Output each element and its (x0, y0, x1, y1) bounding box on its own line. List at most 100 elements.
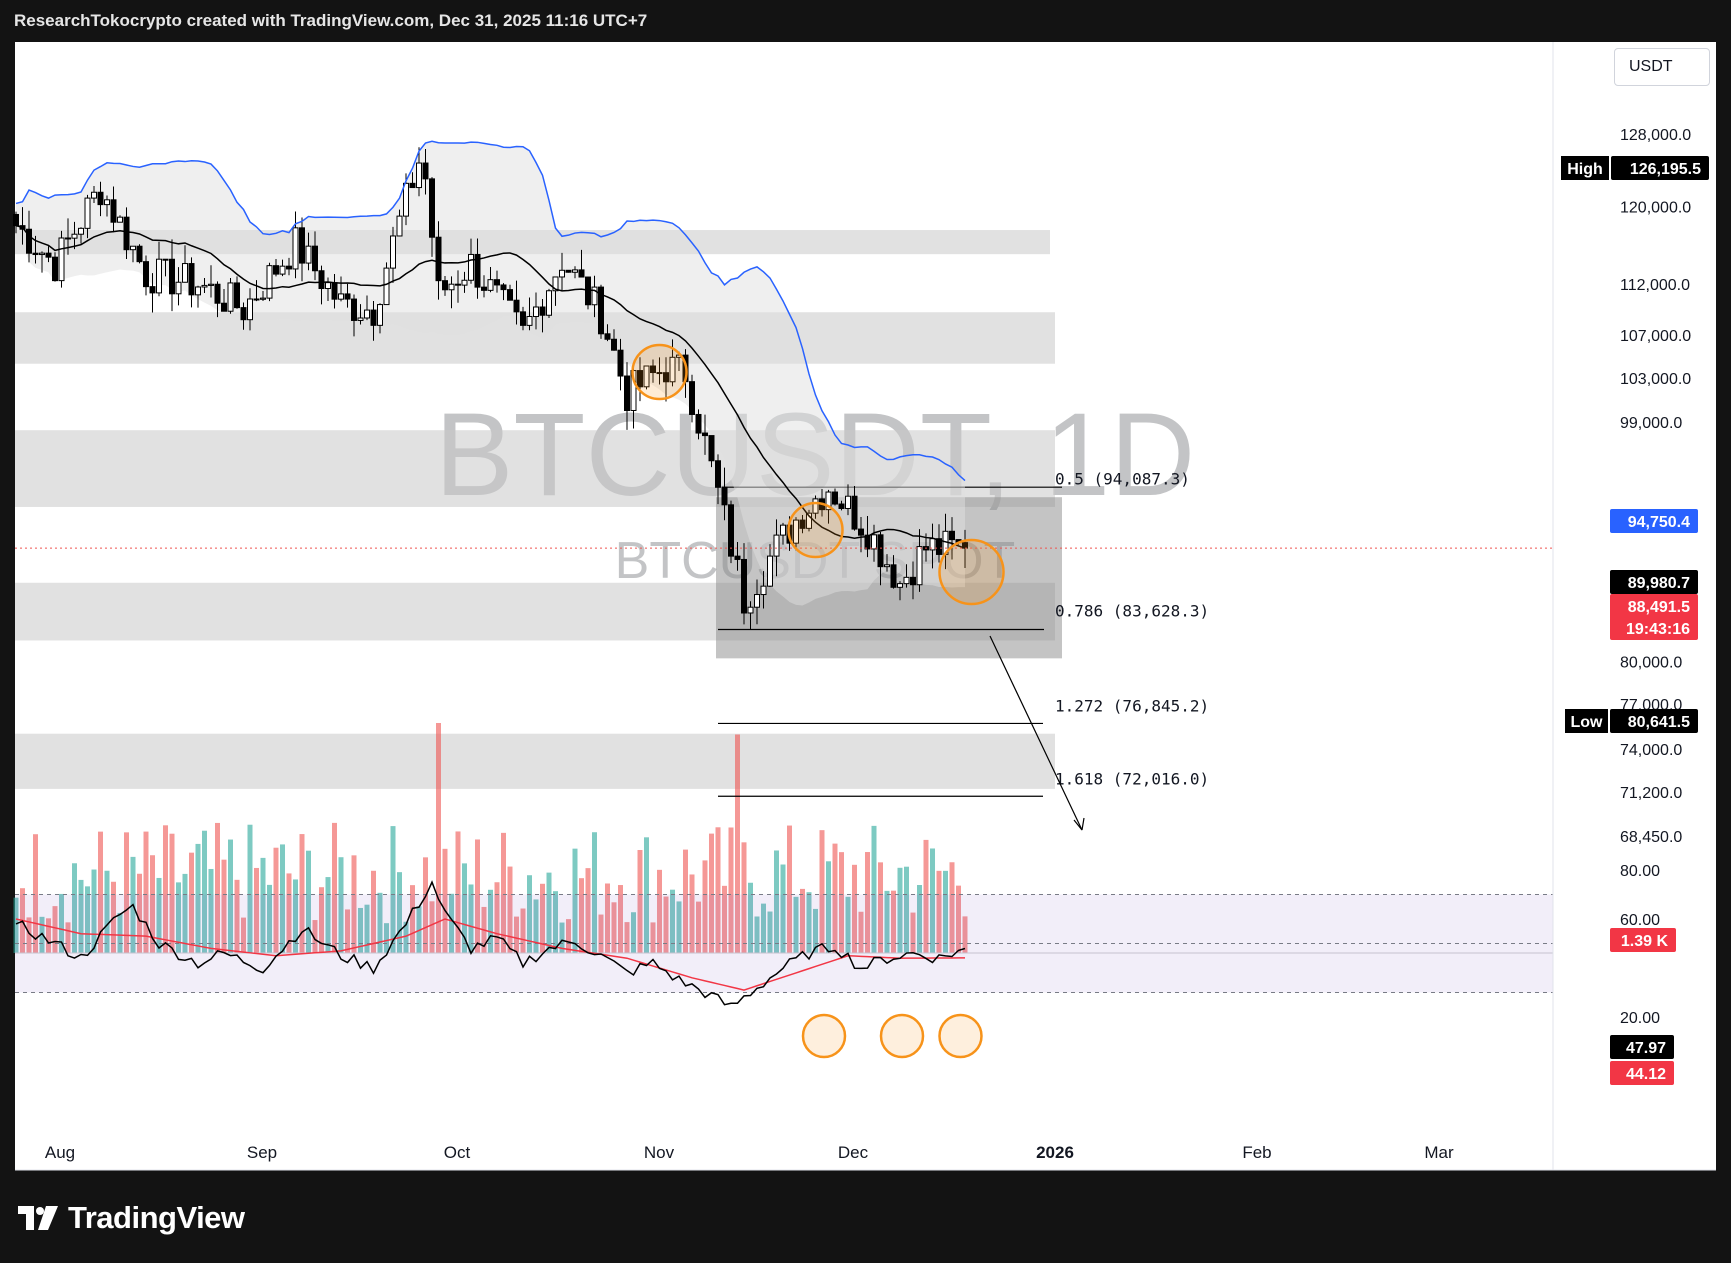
rsi-tick-label: 80.00 (1620, 863, 1660, 880)
volume-bar (182, 873, 188, 953)
volume-bar (39, 916, 45, 953)
volume-bar (728, 827, 734, 953)
volume-bar (117, 912, 123, 953)
candle-body (136, 245, 143, 263)
volume-bar (150, 855, 155, 953)
candle-body (409, 182, 416, 189)
volume-bar (410, 885, 415, 953)
upper-band-line (15, 140, 966, 482)
candle-body (884, 564, 890, 568)
candle-body (546, 290, 552, 316)
volume-bar (384, 923, 389, 953)
candle-body (279, 265, 286, 275)
time-tick-label: Sep (247, 1143, 277, 1162)
volume-bar (553, 891, 558, 953)
projection-arrow-line (989, 635, 1083, 831)
candle-body (266, 265, 273, 299)
candle-body (773, 534, 780, 557)
candle-body (299, 227, 305, 264)
volume-bar (462, 863, 467, 953)
high-value-bg (1611, 156, 1709, 180)
volume-bar (208, 868, 214, 953)
high-label-bg (1561, 156, 1609, 180)
candle-body (312, 245, 318, 272)
rsi-pane[interactable] (15, 880, 1553, 1059)
tradingview-logo[interactable]: TradingView (18, 1198, 245, 1238)
volume-bar (865, 852, 870, 953)
candle-body (390, 235, 396, 269)
volume-bar (72, 863, 77, 953)
volume-bar (98, 831, 103, 953)
candle-body (208, 283, 214, 286)
fib-label-0: 0.5 (94,087.3) (1055, 469, 1190, 488)
candle-body (903, 576, 910, 585)
candle-body (422, 162, 429, 180)
volume-bar (839, 852, 844, 953)
candle-body (936, 538, 942, 555)
chart-header-title: ResearchTokocrypto created with TradingV… (0, 0, 1731, 42)
fib-label-3: 1.618 (72,016.0) (1055, 769, 1209, 788)
candle-body (435, 236, 442, 282)
price-tick-label: 120,000.0 (1620, 199, 1691, 216)
candle-body (838, 503, 845, 509)
candle-body (702, 432, 708, 437)
volume-bar (631, 912, 636, 953)
volume-bar (566, 919, 571, 953)
volume-bar (33, 834, 38, 953)
candle-body (273, 265, 279, 275)
candle-body (195, 286, 201, 296)
rsi-tick-label: 60.00 (1620, 912, 1660, 929)
highlight-circle-rsi (938, 1013, 983, 1059)
candle-body (721, 486, 728, 506)
volume-bar (351, 855, 357, 953)
volume-bar (585, 868, 591, 953)
volume-bar (449, 893, 454, 953)
volume-bar (85, 886, 90, 953)
candle-body (396, 215, 403, 237)
highlight-circle-price (631, 343, 688, 401)
candle-body (832, 491, 838, 505)
price-tick-label: 128,000.0 (1620, 127, 1691, 144)
low-value-bg (1610, 709, 1698, 733)
time-tick-label: Nov (644, 1143, 675, 1162)
volume-bar (241, 917, 246, 953)
candle-body (123, 216, 130, 251)
time-tick-label: Mar (1424, 1143, 1454, 1162)
volume-bar (455, 831, 461, 953)
volume-bar (345, 909, 350, 953)
candle-body (734, 555, 741, 560)
candle-body (39, 252, 45, 256)
volume-bar (260, 857, 266, 953)
volume-bar (637, 850, 643, 953)
candle-body (565, 269, 572, 273)
volume-bar (819, 830, 825, 953)
volume-bar (735, 734, 740, 953)
highlight-circle-rsi (801, 1013, 847, 1059)
candle-body (45, 252, 52, 258)
volume-bar (884, 890, 890, 953)
candle-body (864, 534, 871, 550)
candle-body (429, 178, 435, 238)
currency-selector[interactable]: USDT (1614, 48, 1710, 86)
volume-bar (891, 890, 896, 953)
candle-body (448, 283, 455, 291)
footer-bar (0, 1172, 1731, 1263)
candle-body (793, 519, 799, 544)
candle-body (260, 297, 266, 300)
candle-body (110, 199, 117, 223)
volume-bar (215, 822, 220, 953)
rsi-line (15, 880, 966, 1006)
time-tick-label: Aug (45, 1143, 75, 1162)
volume-bar (371, 870, 376, 953)
low-label: Low (1571, 714, 1604, 731)
candle-body (916, 546, 923, 586)
candle-body (188, 263, 195, 296)
price-tick-label: 71,200.0 (1620, 785, 1682, 802)
candle-body (351, 298, 357, 321)
candle-body (305, 245, 312, 264)
volume-bar (832, 843, 838, 953)
volume-bar (962, 916, 968, 953)
volume-bar (202, 830, 207, 953)
volume-bar (845, 896, 851, 953)
